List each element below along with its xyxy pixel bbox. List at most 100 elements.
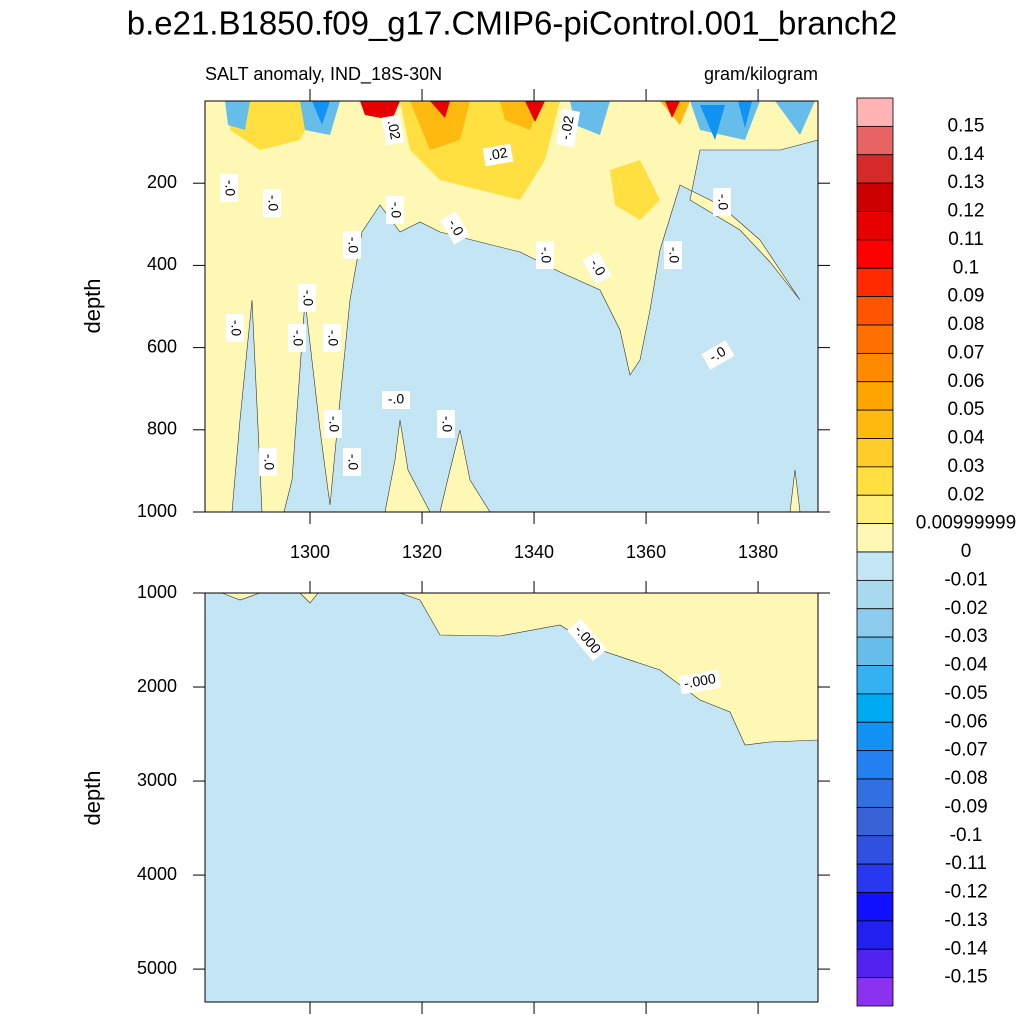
colorbar-box (856, 97, 894, 127)
plot-frame (204, 100, 819, 513)
contour-label: -.0 (290, 330, 306, 347)
colorbar-box (856, 523, 894, 553)
contour-label: -.0 (587, 256, 609, 278)
colorbar-box (856, 239, 894, 269)
colorbar-box (856, 665, 894, 695)
colorbar-label: 0.13 (948, 172, 985, 193)
colorbar-box (856, 778, 894, 808)
contour-label: -.0 (706, 343, 728, 365)
colorbar-label: -0.1 (950, 825, 983, 846)
colorbar-label: -0.03 (944, 626, 987, 647)
x-tick-label: 1380 (738, 542, 778, 562)
colorbar-label: -0.04 (944, 655, 988, 676)
contour-label: -.0 (261, 454, 277, 471)
colorbar-box (856, 324, 894, 354)
contour-label: -.02 (557, 114, 577, 141)
contour-label: -.0 (228, 320, 244, 337)
colorbar-label: 0.11 (948, 229, 984, 250)
contour-label: -.0 (265, 195, 281, 212)
colorbar-box (856, 296, 894, 326)
chart-title: b.e21.B1850.f09_g17.CMIP6-piControl.001_… (127, 5, 898, 42)
colorbar-box (856, 977, 894, 1007)
colorbar-box (856, 608, 894, 638)
colorbar-box (856, 750, 894, 780)
colorbar-label: -0.15 (944, 967, 987, 988)
colorbar-box (856, 154, 894, 184)
colorbar-label: 0.04 (948, 428, 985, 449)
colorbar-box (856, 267, 894, 298)
colorbar-box (856, 551, 894, 581)
contour-label: -.0 (326, 416, 342, 433)
colorbar-label: -0.11 (945, 853, 987, 874)
colorbar-box (856, 466, 894, 496)
field (204, 100, 819, 513)
subtitle-left: SALT anomaly, IND_18S-30N (205, 64, 442, 85)
x-tick-label: 1360 (626, 542, 666, 562)
colorbar-label: 0.1 (953, 257, 979, 278)
x-tick-label: 1320 (402, 542, 442, 562)
y-tick-label: 5000 (137, 958, 177, 978)
contour-label: -.0 (222, 180, 238, 197)
y-tick-label: 1000 (137, 501, 177, 521)
colorbar-label: -0.12 (944, 882, 987, 903)
colorbar-label: 0.08 (948, 314, 985, 335)
contour-label: -.0 (538, 247, 554, 264)
colorbar-label: 0.05 (948, 399, 985, 420)
x-tick-label: 1300 (290, 542, 330, 562)
contour-label: -.0 (300, 290, 316, 307)
y-axis-label: depth (80, 770, 105, 825)
colorbar-label: -0.01 (944, 569, 987, 590)
colorbar-label: 0.12 (948, 201, 985, 222)
colorbar-box (856, 579, 894, 610)
y-tick-label: 600 (147, 336, 177, 356)
contour-label: -.000 (683, 670, 717, 691)
y-tick-label: 400 (147, 254, 177, 274)
colorbar-label: -0.13 (944, 910, 987, 931)
contour-label: .02 (385, 119, 404, 141)
colorbar-label: 0.09 (948, 286, 985, 307)
colorbar-label: 0.02 (948, 484, 985, 505)
colorbar-box (856, 892, 894, 922)
contour-label: -.0 (345, 237, 361, 254)
colorbar-box (856, 863, 894, 893)
colorbar-box (856, 806, 894, 837)
colorbar-box (856, 182, 894, 212)
colorbar-box (856, 920, 894, 950)
colorbar-label: 0.07 (948, 342, 985, 363)
colorbar-label: -0.09 (944, 796, 987, 817)
contour-labels: -.0 -.0 .02 .02 -.02 -.0 -.0 -.0 -.0 -.0… (220, 108, 735, 695)
contour-label: -.0 (345, 454, 361, 471)
y-tick-label: 4000 (137, 864, 177, 884)
colorbar-box (856, 352, 894, 383)
field (205, 592, 819, 1002)
contour-label: -.0 (439, 416, 455, 433)
colorbar-label: -0.06 (944, 711, 987, 732)
colorbar-label: 0.06 (948, 371, 985, 392)
colorbar-box (856, 835, 894, 865)
contour-label: -.0 (715, 194, 731, 211)
contour-label: -.0 (325, 330, 341, 347)
colorbar-box (856, 494, 894, 525)
x-tick-label: 1340 (514, 542, 554, 562)
colorbar-label: 0.03 (948, 456, 985, 477)
colorbar-box (856, 721, 894, 752)
colorbar-label: 0 (961, 541, 972, 562)
y-tick-label: 2000 (137, 676, 177, 696)
subtitle-right: gram/kilogram (704, 64, 818, 84)
y-tick-label: 200 (147, 172, 177, 192)
plot-frame (204, 592, 819, 1003)
colorbar-box (856, 211, 894, 241)
colorbar-box (856, 381, 894, 411)
colorbar-label: -0.05 (944, 683, 987, 704)
colorbar-label: -0.02 (944, 598, 987, 619)
contour-label: -.0 (445, 216, 467, 238)
colorbar-label: 0.15 (948, 115, 985, 136)
colorbar-label: 0.14 (948, 144, 985, 165)
y-axis-label: depth (80, 278, 105, 333)
colorbar-label: -0.08 (944, 768, 987, 789)
colorbar-box (856, 438, 894, 468)
y-tick-label: 800 (147, 419, 177, 439)
colorbar-box (856, 636, 894, 666)
colorbar-box (856, 125, 894, 156)
